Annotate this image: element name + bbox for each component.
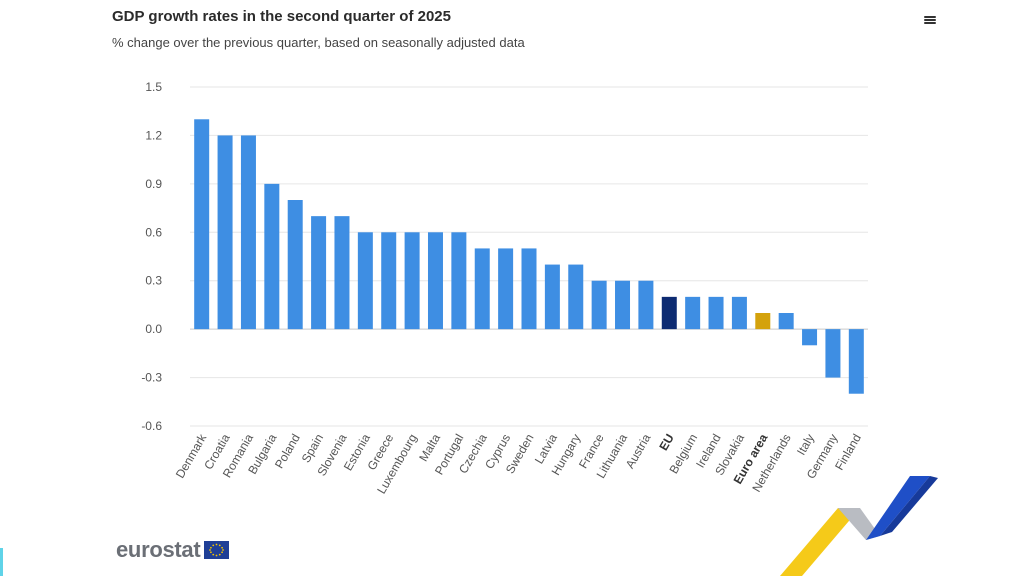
y-tick-label: -0.6: [141, 419, 162, 433]
bar-czechia[interactable]: [474, 248, 490, 330]
y-tick-label: 0.3: [145, 274, 162, 288]
y-tick-label: 0.6: [145, 225, 162, 239]
eu-flag-icon: [204, 541, 230, 559]
bar-eu[interactable]: [661, 296, 677, 330]
bar-poland[interactable]: [287, 200, 303, 330]
x-tick-label: EU: [656, 432, 676, 453]
bar-germany[interactable]: [825, 329, 841, 378]
bar-finland[interactable]: [848, 329, 864, 394]
y-tick-label: -0.3: [141, 371, 162, 385]
eurostat-logo: eurostat: [116, 537, 230, 563]
bar-netherlands[interactable]: [778, 313, 794, 330]
bar-latvia[interactable]: [544, 264, 560, 330]
bar-cyprus[interactable]: [498, 248, 514, 330]
bar-denmark[interactable]: [194, 119, 210, 330]
bar-euro-area[interactable]: [755, 313, 771, 330]
bar-portugal[interactable]: [451, 232, 467, 330]
edge-accent: [0, 548, 3, 576]
chart-title: GDP growth rates in the second quarter o…: [112, 8, 451, 25]
y-tick-label: 1.5: [145, 80, 162, 94]
y-tick-label: 1.2: [145, 128, 162, 142]
logo-text: eurostat: [116, 537, 201, 562]
hamburger-menu-icon[interactable]: [922, 12, 938, 28]
decorative-swoosh: [780, 476, 938, 576]
bar-italy[interactable]: [802, 329, 818, 346]
chart-subtitle: % change over the previous quarter, base…: [112, 35, 525, 50]
bar-austria[interactable]: [638, 280, 654, 330]
bar-sweden[interactable]: [521, 248, 537, 330]
bar-lithuania[interactable]: [615, 280, 631, 330]
bar-ireland[interactable]: [708, 296, 724, 330]
bar-spain[interactable]: [311, 216, 327, 330]
bar-slovenia[interactable]: [334, 216, 350, 330]
bar-estonia[interactable]: [357, 232, 373, 330]
bar-greece[interactable]: [381, 232, 397, 330]
y-tick-label: 0.9: [145, 177, 162, 191]
bar-france[interactable]: [591, 280, 607, 330]
bar-malta[interactable]: [427, 232, 443, 330]
bar-romania[interactable]: [240, 135, 256, 330]
bar-slovakia[interactable]: [731, 296, 747, 330]
y-tick-label: 0.0: [145, 322, 162, 336]
x-tick-label: Italy: [794, 432, 817, 458]
bar-luxembourg[interactable]: [404, 232, 420, 330]
bar-belgium[interactable]: [685, 296, 701, 330]
x-tick-label: Denmark: [173, 431, 210, 481]
bar-croatia[interactable]: [217, 135, 233, 330]
bar-hungary[interactable]: [568, 264, 584, 330]
bar-bulgaria[interactable]: [264, 183, 280, 330]
